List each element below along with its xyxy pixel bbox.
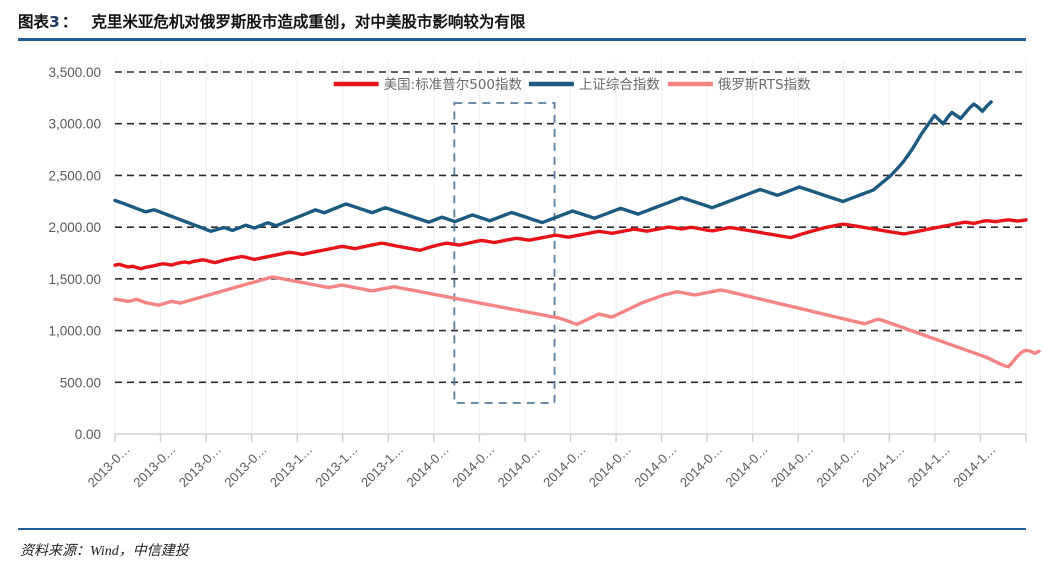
source-note: 资料来源：Wind，中信建投 xyxy=(20,544,189,559)
y-axis-tick-label: 2,500.00 xyxy=(48,168,101,183)
y-axis-tick-labels: 0.00 500.00 1,000.00 1,500.00 2,000.00 2,500.… xyxy=(48,65,101,442)
x-axis-tick-label: 2013-0… xyxy=(221,442,269,490)
page-title: 克里米亚危机对俄罗斯股市造成重创，对中美股市影响较为有限 xyxy=(91,13,526,31)
x-axis-tick-label: 2013-1… xyxy=(267,442,315,490)
y-axis-tick-label: 1,500.00 xyxy=(48,272,101,287)
x-axis-tick-label: 2014-1… xyxy=(950,442,998,490)
x-axis xyxy=(114,433,1027,442)
x-axis-tick-label: 2013-0… xyxy=(130,442,178,490)
crimea-crisis-highlight xyxy=(453,102,556,404)
footer-divider xyxy=(18,528,1026,530)
x-axis-tick-label: 2013-1… xyxy=(358,442,406,490)
legend-label: 美国:标准普尔500指数 xyxy=(384,77,523,93)
x-axis-tick-label: 2014-0… xyxy=(495,442,543,490)
y-axis-tick-label: 1,000.00 xyxy=(48,324,101,339)
chart-legend: 美国:标准普尔500指数 上证综合指数 俄罗斯RTS指数 xyxy=(333,77,811,93)
x-axis-tick-label: 2013-0… xyxy=(176,442,224,490)
x-axis-tick-label: 2014-0… xyxy=(677,442,725,490)
x-axis-tick-label: 2014-0… xyxy=(813,442,861,490)
figure-title-line: 图表3： 克里米亚危机对俄罗斯股市造成重创，对中美股市影响较为有限 xyxy=(18,10,1026,32)
x-axis-tick-label: 2014-1… xyxy=(905,442,953,490)
x-axis-tick-label: 2014-0… xyxy=(449,442,497,490)
y-axis-tick-label: 2,000.00 xyxy=(48,220,101,235)
x-axis-tick-label: 2014-1… xyxy=(859,442,907,490)
chart-area: 0.00 500.00 1,000.00 1,500.00 2,000.00 2,500.… xyxy=(0,48,1043,518)
x-axis-tick-label: 2014-0… xyxy=(768,442,816,490)
series-line xyxy=(113,100,993,233)
figure-number: 3 xyxy=(49,13,60,31)
x-axis-tick-label: 2014-0… xyxy=(722,442,770,490)
x-axis-tick-label: 2013-1… xyxy=(312,442,360,490)
title-divider xyxy=(18,38,1026,41)
vertical-gridlines xyxy=(114,60,1027,434)
legend-label: 上证综合指数 xyxy=(579,77,660,93)
chart-series-group xyxy=(113,100,1041,369)
legend-label: 俄罗斯RTS指数 xyxy=(718,77,811,93)
line-chart: 0.00 500.00 1,000.00 1,500.00 2,000.00 2,500.… xyxy=(48,60,1041,490)
figure-label: 图表 xyxy=(18,13,50,31)
y-axis-tick-label: 3,500.00 xyxy=(48,65,101,80)
x-axis-tick-label: 2014-0… xyxy=(586,442,634,490)
figure-colon: ： xyxy=(61,13,78,31)
x-axis-tick-label: 2014-0… xyxy=(404,442,452,490)
y-axis-tick-label: 500.00 xyxy=(60,375,101,390)
series-line xyxy=(113,275,1041,369)
x-axis-tick-labels: 2013-0…2013-0…2013-0…2013-0…2013-1…2013-… xyxy=(85,442,999,490)
chart-annotations xyxy=(453,102,556,404)
figure-header: 图表3： 克里米亚危机对俄罗斯股市造成重创，对中美股市影响较为有限 xyxy=(18,10,1026,44)
horizontal-gridlines xyxy=(115,71,1026,384)
y-axis-tick-label: 3,000.00 xyxy=(48,117,101,132)
y-axis-tick-label: 0.00 xyxy=(75,427,101,442)
series-line xyxy=(113,218,1028,271)
x-axis-tick-label: 2014-0… xyxy=(540,442,588,490)
x-axis-tick-label: 2014-0… xyxy=(631,442,679,490)
x-axis-tick-label: 2013-0… xyxy=(85,442,133,490)
